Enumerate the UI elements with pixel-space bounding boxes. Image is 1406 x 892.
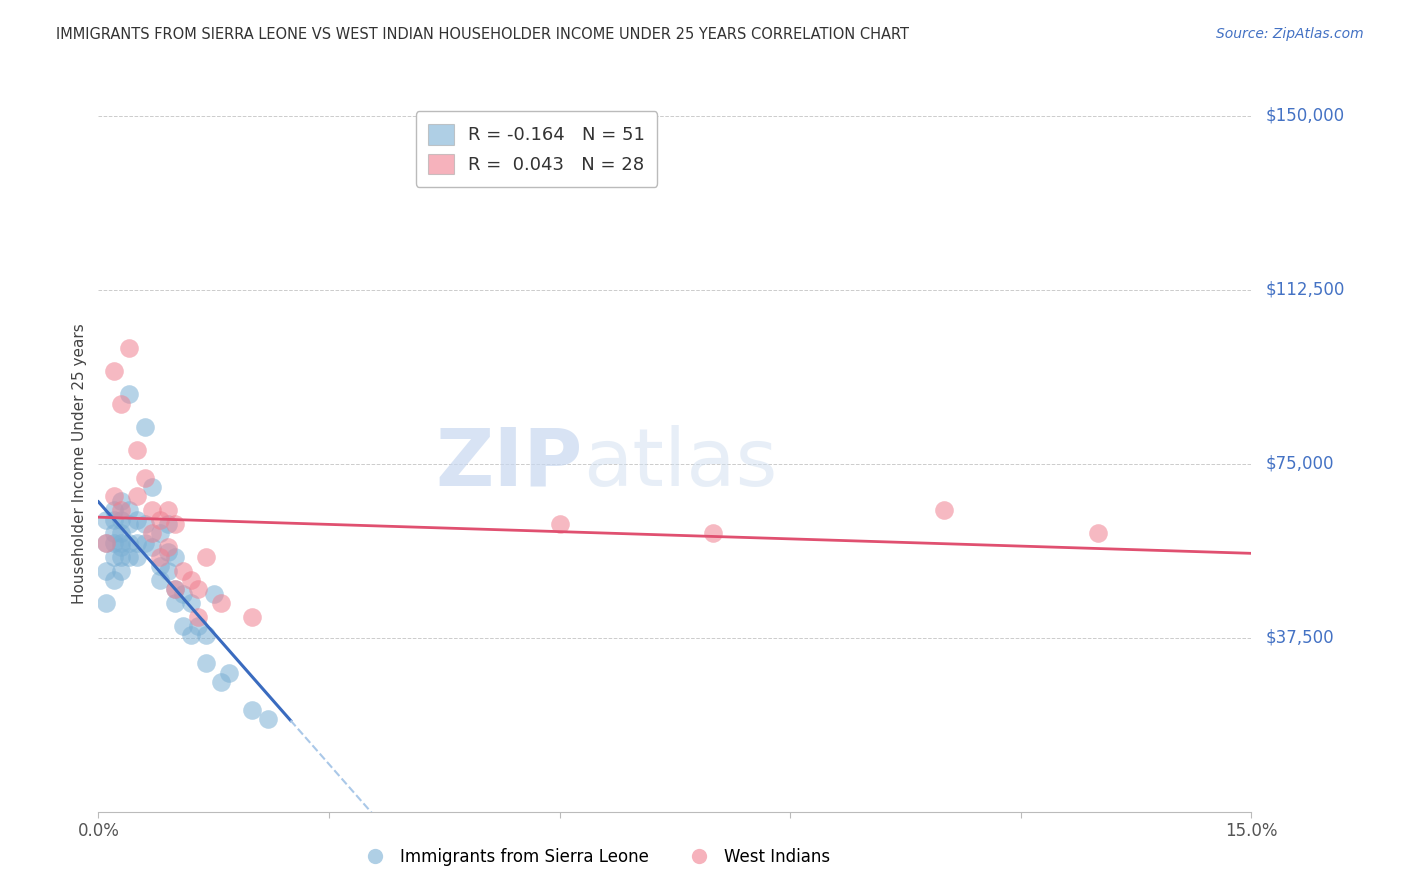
Point bbox=[187, 582, 209, 596]
Point bbox=[118, 517, 141, 532]
Point bbox=[125, 535, 148, 549]
Point bbox=[141, 541, 163, 555]
Point bbox=[165, 517, 187, 532]
Point bbox=[195, 549, 218, 564]
Point bbox=[172, 564, 194, 578]
Point bbox=[94, 535, 117, 549]
Text: $75,000: $75,000 bbox=[1265, 455, 1334, 473]
Point bbox=[110, 396, 132, 410]
Point bbox=[209, 674, 232, 689]
Point bbox=[172, 619, 194, 633]
Point bbox=[134, 471, 156, 485]
Point bbox=[134, 535, 156, 549]
Point bbox=[149, 526, 172, 541]
Point bbox=[548, 517, 571, 532]
Text: IMMIGRANTS FROM SIERRA LEONE VS WEST INDIAN HOUSEHOLDER INCOME UNDER 25 YEARS CO: IMMIGRANTS FROM SIERRA LEONE VS WEST IND… bbox=[56, 27, 910, 42]
Text: $112,500: $112,500 bbox=[1265, 281, 1344, 299]
Point bbox=[141, 526, 163, 541]
Y-axis label: Householder Income Under 25 years: Householder Income Under 25 years bbox=[72, 324, 87, 604]
Point bbox=[156, 517, 179, 532]
Point bbox=[125, 442, 148, 457]
Point bbox=[125, 489, 148, 503]
Point bbox=[125, 512, 148, 526]
Point bbox=[240, 703, 263, 717]
Point bbox=[165, 549, 187, 564]
Point bbox=[110, 535, 132, 549]
Point bbox=[118, 387, 141, 401]
Point bbox=[103, 573, 125, 587]
Point bbox=[134, 517, 156, 532]
Point bbox=[110, 494, 132, 508]
Point bbox=[110, 564, 132, 578]
Point bbox=[103, 526, 125, 541]
Point bbox=[103, 364, 125, 378]
Text: atlas: atlas bbox=[582, 425, 778, 503]
Point bbox=[141, 503, 163, 517]
Point bbox=[110, 512, 132, 526]
Point bbox=[118, 549, 141, 564]
Point bbox=[125, 549, 148, 564]
Point bbox=[141, 480, 163, 494]
Point bbox=[103, 549, 125, 564]
Point bbox=[172, 587, 194, 601]
Point bbox=[110, 549, 132, 564]
Point bbox=[195, 657, 218, 671]
Point bbox=[103, 512, 125, 526]
Point bbox=[165, 582, 187, 596]
Point bbox=[165, 596, 187, 610]
Point bbox=[110, 541, 132, 555]
Point bbox=[187, 610, 209, 624]
Point bbox=[240, 610, 263, 624]
Point bbox=[110, 526, 132, 541]
Point bbox=[110, 503, 132, 517]
Point bbox=[180, 573, 202, 587]
Point bbox=[94, 535, 117, 549]
Point bbox=[118, 535, 141, 549]
Point bbox=[180, 628, 202, 642]
Point bbox=[202, 587, 225, 601]
Point bbox=[156, 503, 179, 517]
Legend: Immigrants from Sierra Leone, West Indians: Immigrants from Sierra Leone, West India… bbox=[352, 842, 837, 873]
Point bbox=[94, 564, 117, 578]
Point bbox=[149, 558, 172, 573]
Text: $150,000: $150,000 bbox=[1265, 107, 1344, 125]
Point bbox=[187, 619, 209, 633]
Point bbox=[256, 712, 278, 726]
Point bbox=[165, 582, 187, 596]
Point bbox=[103, 503, 125, 517]
Point bbox=[180, 596, 202, 610]
Point bbox=[156, 541, 179, 555]
Point bbox=[149, 573, 172, 587]
Point bbox=[103, 535, 125, 549]
Point bbox=[118, 503, 141, 517]
Text: ZIP: ZIP bbox=[436, 425, 582, 503]
Point bbox=[195, 628, 218, 642]
Point bbox=[134, 419, 156, 434]
Point bbox=[94, 512, 117, 526]
Point bbox=[94, 596, 117, 610]
Point bbox=[156, 545, 179, 559]
Point bbox=[702, 526, 724, 541]
Point bbox=[932, 503, 955, 517]
Text: $37,500: $37,500 bbox=[1265, 629, 1334, 647]
Point bbox=[1087, 526, 1109, 541]
Point bbox=[103, 489, 125, 503]
Point bbox=[218, 665, 240, 680]
Text: Source: ZipAtlas.com: Source: ZipAtlas.com bbox=[1216, 27, 1364, 41]
Point bbox=[149, 549, 172, 564]
Point bbox=[156, 564, 179, 578]
Point bbox=[118, 341, 141, 355]
Point bbox=[209, 596, 232, 610]
Point bbox=[149, 512, 172, 526]
